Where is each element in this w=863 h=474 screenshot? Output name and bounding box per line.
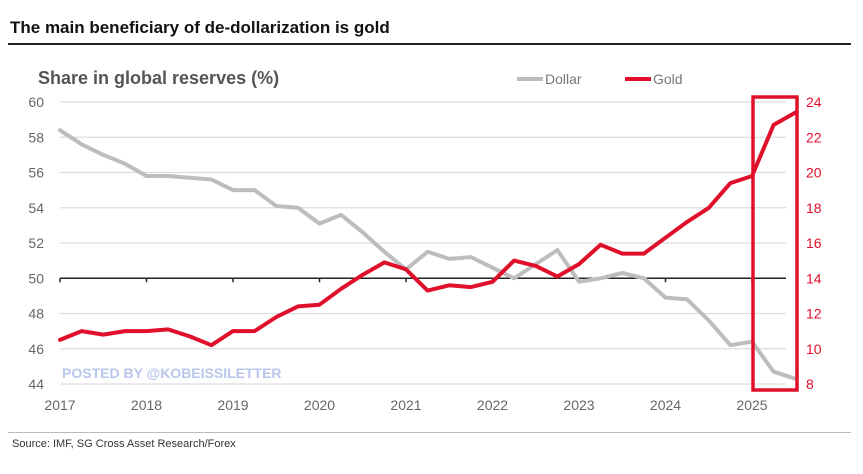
y-left-tick-label: 50 xyxy=(28,270,44,286)
series-line-dollar xyxy=(58,128,798,381)
x-tick-label: 2023 xyxy=(563,397,594,413)
x-tick-label: 2024 xyxy=(650,397,681,413)
y-left-tick-label: 44 xyxy=(28,376,44,392)
title-rule xyxy=(8,43,851,45)
highlight-box xyxy=(751,95,799,392)
y-left-tick-label: 52 xyxy=(28,235,44,251)
y-left-tick-label: 60 xyxy=(28,94,44,110)
x-tick-label: 2018 xyxy=(131,397,162,413)
legend-label-gold: Gold xyxy=(653,71,683,87)
x-tick-label: 2017 xyxy=(44,397,75,413)
x-tick-label: 2021 xyxy=(390,397,421,413)
source-note: Source: IMF, SG Cross Asset Research/For… xyxy=(12,438,236,450)
x-tick-label: 2025 xyxy=(736,397,767,413)
y-right-tick-label: 12 xyxy=(806,306,822,322)
y-right-tick-label: 14 xyxy=(806,270,822,286)
y-right-tick-label: 20 xyxy=(806,165,822,181)
watermark: POSTED BY @KOBEISSILETTER xyxy=(62,365,282,381)
footer-rule xyxy=(8,432,851,433)
y-left-tick-label: 48 xyxy=(28,306,44,322)
y-right-tick-label: 18 xyxy=(806,200,822,216)
y-right-tick-label: 24 xyxy=(806,94,822,110)
legend-label-dollar: Dollar xyxy=(545,71,582,87)
x-tick-label: 2020 xyxy=(304,397,335,413)
y-right-tick-label: 22 xyxy=(806,129,822,145)
y-right-tick-label: 16 xyxy=(806,235,822,251)
chart-title: The main beneficiary of de-dollarization… xyxy=(10,18,390,37)
y-left-tick-label: 58 xyxy=(28,129,44,145)
x-tick-label: 2019 xyxy=(217,397,248,413)
series-line-gold xyxy=(58,110,798,348)
chart-subtitle: Share in global reserves (%) xyxy=(38,68,279,88)
y-right-tick-label: 8 xyxy=(806,376,814,392)
y-left-tick-label: 46 xyxy=(28,341,44,357)
y-right-tick-label: 10 xyxy=(806,341,822,357)
y-left-tick-label: 54 xyxy=(28,200,44,216)
x-tick-label: 2022 xyxy=(477,397,508,413)
y-left-tick-label: 56 xyxy=(28,165,44,181)
